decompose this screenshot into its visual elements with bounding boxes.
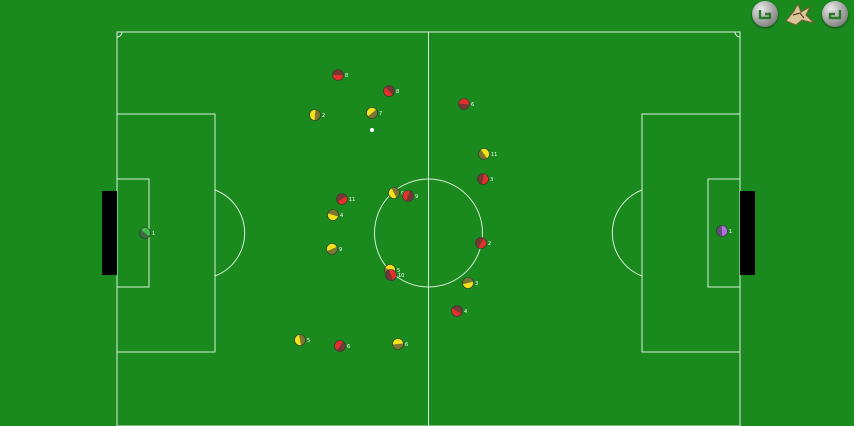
player-heading-shade <box>298 334 306 346</box>
player-number: 6 <box>405 342 408 348</box>
player-red-11[interactable]: 11 <box>334 191 355 205</box>
player-number: 6 <box>347 344 350 350</box>
player-heading-shade <box>327 209 339 217</box>
player-heading-shade <box>716 225 723 237</box>
corner-arc-top-left <box>116 31 123 38</box>
toolbar <box>752 0 848 28</box>
player-number: 1 <box>152 231 155 237</box>
player-heading-shade <box>406 190 414 202</box>
player-heading-shade <box>314 109 321 121</box>
player-number: 3 <box>475 281 478 287</box>
player-red-6[interactable]: 6 <box>334 340 351 354</box>
player-heading-shade <box>475 237 484 248</box>
player-number: 8 <box>396 89 399 95</box>
player-number: 5 <box>397 268 400 274</box>
player-number: 4 <box>340 213 343 219</box>
player-heading-shade <box>458 103 470 110</box>
left-penalty-arc <box>214 189 246 277</box>
left-goal <box>102 191 117 275</box>
player-yellow-6[interactable]: 6 <box>392 338 409 351</box>
player-number: 9 <box>415 194 418 200</box>
player-yellow-3[interactable]: 3 <box>461 276 478 289</box>
player-heading-shade <box>392 343 404 350</box>
player-heading-shade <box>391 187 400 198</box>
player-number: 9 <box>339 247 342 253</box>
player-number: 6 <box>471 102 474 108</box>
player-heading-shade <box>139 229 150 239</box>
right-goal <box>740 191 755 275</box>
player-number: 11 <box>349 197 355 203</box>
player-number: 7 <box>379 111 382 117</box>
player-keeper_left-1[interactable]: 1 <box>137 227 155 241</box>
player-heading-shade <box>478 149 488 160</box>
player-heading-shade <box>326 246 338 255</box>
player-number: 5 <box>307 338 310 344</box>
bird-logo-button[interactable] <box>784 1 816 27</box>
center-circle <box>374 178 483 288</box>
player-heading-shade <box>336 193 347 202</box>
player-yellow-5[interactable]: 5 <box>294 334 311 346</box>
players-layer: 8827611311499951023456611 <box>137 69 732 354</box>
player-red-3[interactable]: 3 <box>476 172 493 185</box>
player-yellow-7[interactable]: 7 <box>366 107 383 121</box>
player-heading-shade <box>462 277 474 285</box>
player-heading-shade <box>367 109 378 119</box>
player-red-8[interactable]: 8 <box>383 83 400 97</box>
player-heading-shade <box>332 69 344 75</box>
player-yellow-11[interactable]: 11 <box>476 148 497 162</box>
player-yellow-4[interactable]: 4 <box>327 208 344 221</box>
player-number: 1 <box>729 229 732 235</box>
rotate-left-icon <box>758 10 772 20</box>
ball[interactable] <box>370 128 374 132</box>
player-number: 8 <box>345 73 348 79</box>
player-heading-shade <box>477 173 485 185</box>
player-heading-shade <box>385 85 395 96</box>
player-number: 10 <box>398 273 404 279</box>
player-red-9[interactable]: 9 <box>402 190 419 204</box>
player-heading-shade <box>452 305 463 314</box>
player-red-10[interactable]: 10 <box>384 269 404 282</box>
player-yellow-2[interactable]: 2 <box>309 109 326 121</box>
corner-arc-top-right <box>734 31 741 38</box>
player-number: 11 <box>491 152 497 158</box>
rotate-left-button[interactable] <box>752 1 778 27</box>
player-red-2[interactable]: 2 <box>474 236 492 249</box>
player-yellow-9[interactable]: 9 <box>326 243 343 257</box>
player-number: 2 <box>322 113 325 119</box>
player-heading-shade <box>336 341 346 352</box>
rotate-right-icon <box>828 10 842 20</box>
rotate-right-button[interactable] <box>822 1 848 27</box>
player-heading-shade <box>385 269 393 281</box>
right-penalty-arc <box>611 189 643 277</box>
player-red-6[interactable]: 6 <box>458 98 474 111</box>
player-keeper_right-1[interactable]: 1 <box>716 225 732 237</box>
player-red-4[interactable]: 4 <box>451 303 468 317</box>
player-number: 4 <box>464 309 467 315</box>
player-red-8[interactable]: 8 <box>332 69 349 81</box>
bird-logo-icon <box>785 2 816 26</box>
player-number: 3 <box>490 177 493 183</box>
player-number: 2 <box>488 241 491 247</box>
